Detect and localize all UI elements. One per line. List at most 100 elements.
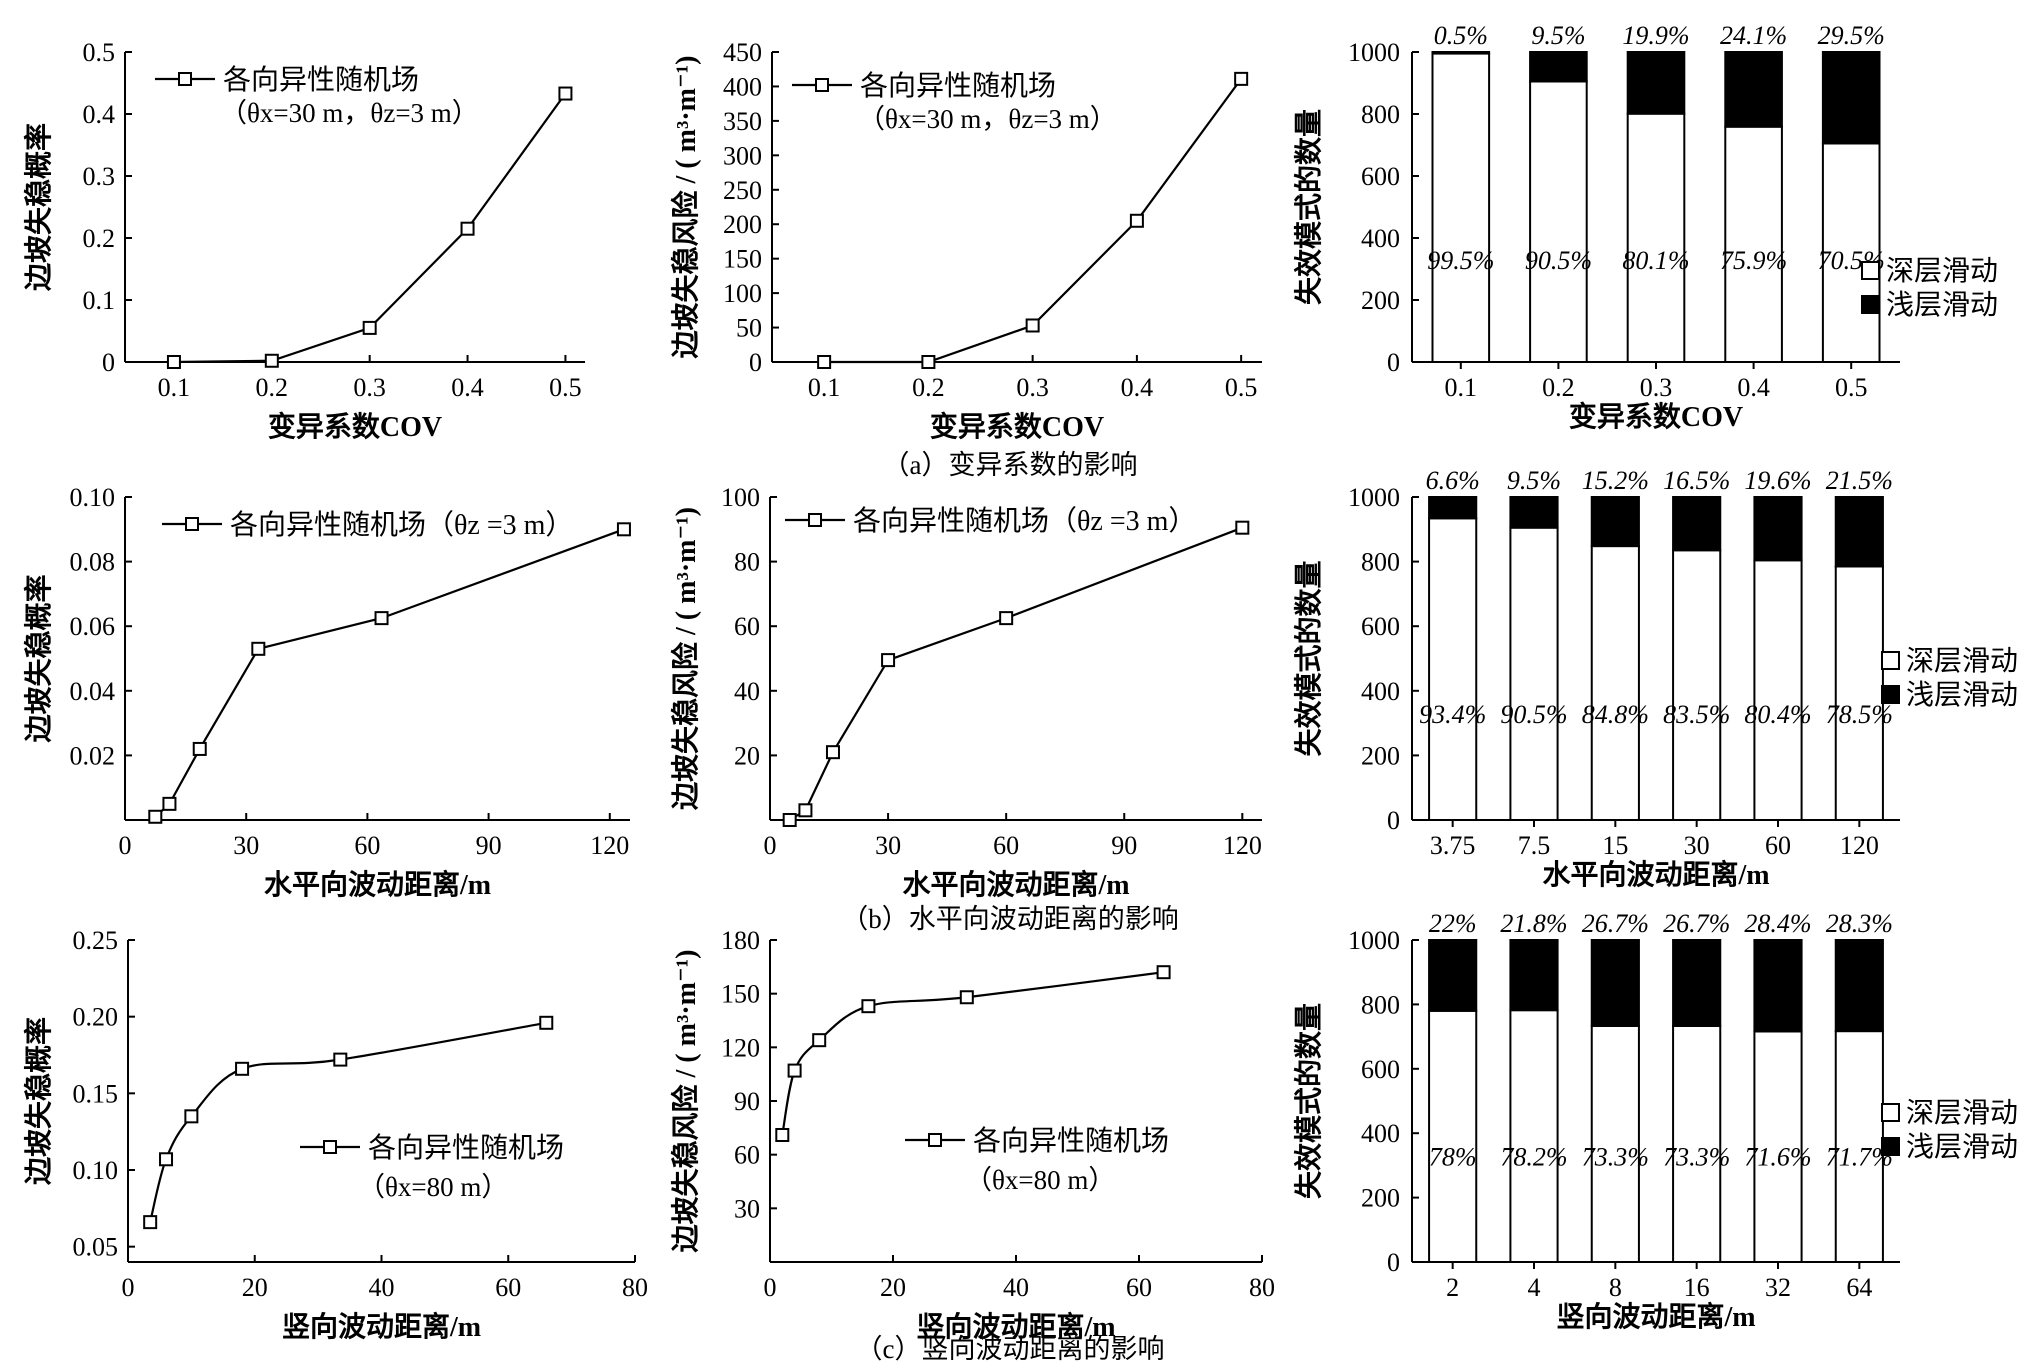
a2-data-point <box>817 355 832 369</box>
a3-x-tick-label: 0.4 <box>1737 373 1770 402</box>
c3-label-shallow: 26.7% <box>1582 909 1649 938</box>
a3-ylabel: 失效模式的数量 <box>1292 109 1325 305</box>
c2-legend-sublabel: （θx=80 m） <box>965 1165 1115 1195</box>
a2-y-tick-label: 50 <box>736 314 762 343</box>
a1-x-tick-label: 0.5 <box>549 373 582 402</box>
c3-bar-shallow <box>1428 939 1478 1012</box>
a3-bar-deep <box>1724 125 1783 363</box>
a3-legend-label-shallow: 浅层滑动 <box>1886 289 1998 321</box>
c3-x-tick-label: 16 <box>1684 1273 1710 1302</box>
b1-xlabel: 水平向波动距离/m <box>264 868 491 901</box>
chart-a2: 0.1 0.2 0.3 0.4 0.5 0 50 100 150 200 250 300 350 400 4… <box>723 38 1262 443</box>
c1-legend-label: 各向异性随机场 <box>368 1132 564 1164</box>
c2-y-tick-label: 60 <box>734 1141 760 1170</box>
c3-bar-deep <box>1509 1009 1559 1263</box>
a2-y-tick-label: 100 <box>723 279 762 308</box>
a1-data-point <box>362 320 377 335</box>
c3-y-tick-label: 800 <box>1361 990 1400 1019</box>
c2-data-point <box>1156 965 1171 980</box>
a1-y-tick-label: 0.4 <box>83 100 116 129</box>
b1-x-tick-label: 90 <box>476 831 502 860</box>
b3-label-deep: 78.5% <box>1826 700 1893 729</box>
b3-bar-deep <box>1753 559 1803 821</box>
a2-y-tick-label: 300 <box>723 141 762 170</box>
c1-y-tick-label: 0.10 <box>73 1156 119 1185</box>
a2-y-tick-label: 400 <box>723 72 762 101</box>
c1-ylabel: 边坡失稳概率 <box>22 1017 55 1185</box>
a1-x-tick-label: 0.3 <box>353 373 386 402</box>
a3-ylabel-text: 失效模式的数量 <box>1292 109 1325 305</box>
a3-y-tick-label: 600 <box>1361 162 1400 191</box>
c1-y-tick-label: 0.05 <box>73 1233 119 1262</box>
c3-label-deep: 73.3% <box>1663 1142 1730 1171</box>
b2-ylabel-text: 边坡失稳风险 / ( m³·m⁻¹) <box>669 507 702 810</box>
a1-xlabel: 变异系数COV <box>268 410 442 443</box>
b1-y-tick-label: 0.06 <box>70 612 116 641</box>
c3-legend-label-shallow: 浅层滑动 <box>1906 1131 2018 1163</box>
a2-legend-label: 各向异性随机场 <box>860 70 1056 102</box>
a3-xlabel: 变异系数COV <box>1569 400 1743 433</box>
c3-label-deep: 73.3% <box>1582 1142 1649 1171</box>
c1-x-tick-label: 80 <box>622 1273 648 1302</box>
b1-legend-marker <box>185 517 199 531</box>
c1-data-point <box>184 1109 199 1124</box>
b2-series-line <box>789 526 1243 821</box>
a3-bar-shallow <box>1821 51 1881 145</box>
b1-y-tick-label: 0.02 <box>70 741 116 770</box>
b1-data-point <box>251 641 266 656</box>
a1-y-tick-label: 0.3 <box>83 162 116 191</box>
b2-legend-marker <box>808 513 822 527</box>
c3-y-tick-label: 200 <box>1361 1184 1400 1213</box>
a1-data-point <box>558 86 573 101</box>
a2-x-tick-label: 0.4 <box>1121 373 1154 402</box>
c3-label-deep: 71.6% <box>1744 1142 1811 1171</box>
c3-bar-shallow <box>1753 939 1803 1033</box>
b3-bar-deep <box>1590 545 1640 821</box>
a2-y-tick-label: 200 <box>723 210 762 239</box>
c2-data-point <box>812 1033 827 1048</box>
b1-x-tick-label: 60 <box>354 831 380 860</box>
c3-x-tick-label: 4 <box>1528 1273 1541 1302</box>
caption-c: （c）竖向波动距离的影响 <box>856 1334 1165 1364</box>
a3-bar-deep <box>1626 112 1686 363</box>
chart-a1: 0.1 0.2 0.3 0.4 0.5 0 0.1 0.2 0.3 0.4 0.5 变异系数COV 各向… <box>83 38 585 443</box>
c3-x-tick-label: 64 <box>1846 1273 1872 1302</box>
b2-y-tick-label: 60 <box>734 612 760 641</box>
chart-b3: 0 200 400 600 800 1000 3.75 6.6% 93.4% 7.5 9.5% 90.… <box>1348 466 2018 891</box>
b1-y-tick-label: 0.10 <box>70 483 116 512</box>
b3-y-tick-label: 800 <box>1361 548 1400 577</box>
b3-label-deep: 80.4% <box>1744 700 1811 729</box>
c2-y-tick-label: 180 <box>721 926 760 955</box>
c2-legend-label: 各向异性随机场 <box>973 1125 1169 1157</box>
c3-bar-deep <box>1753 1030 1803 1263</box>
b3-ylabel: 失效模式的数量 <box>1292 560 1325 756</box>
b1-series-line <box>154 528 625 818</box>
c3-bar-shallow <box>1590 939 1640 1027</box>
a2-x-tick-label: 0.2 <box>912 373 945 402</box>
a3-y-tick-label: 800 <box>1361 100 1400 129</box>
b1-data-point <box>148 809 163 824</box>
a3-legend-swatch-shallow <box>1861 295 1880 314</box>
b3-bar-shallow <box>1753 496 1803 562</box>
b2-xlabel: 水平向波动距离/m <box>902 868 1129 901</box>
a3-label-deep: 99.5% <box>1427 246 1494 275</box>
c1-xlabel: 竖向波动距离/m <box>282 1310 481 1343</box>
b3-label-shallow: 21.5% <box>1826 466 1893 495</box>
b3-legend-swatch-deep <box>1881 651 1900 670</box>
c1-x-tick-label: 40 <box>369 1273 395 1302</box>
a1-data-point <box>264 353 279 368</box>
b3-y-tick-label: 200 <box>1361 741 1400 770</box>
b3-bar-shallow <box>1509 496 1559 529</box>
c3-y-tick-label: 600 <box>1361 1055 1400 1084</box>
b2-x-tick-label: 120 <box>1223 831 1262 860</box>
c2-y-tick-label: 150 <box>721 980 760 1009</box>
c3-bar-shallow <box>1834 939 1884 1033</box>
c3-x-tick-label: 2 <box>1446 1273 1459 1302</box>
a3-label-shallow: 24.1% <box>1720 21 1787 50</box>
b3-xlabel: 水平向波动距离/m <box>1542 858 1769 891</box>
b3-label-shallow: 19.6% <box>1744 466 1811 495</box>
a1-x-tick-label: 0.1 <box>158 373 191 402</box>
a1-x-tick-label: 0.2 <box>256 373 289 402</box>
a3-y-tick-label: 1000 <box>1348 38 1400 67</box>
c2-x-tick-label: 60 <box>1126 1273 1152 1302</box>
